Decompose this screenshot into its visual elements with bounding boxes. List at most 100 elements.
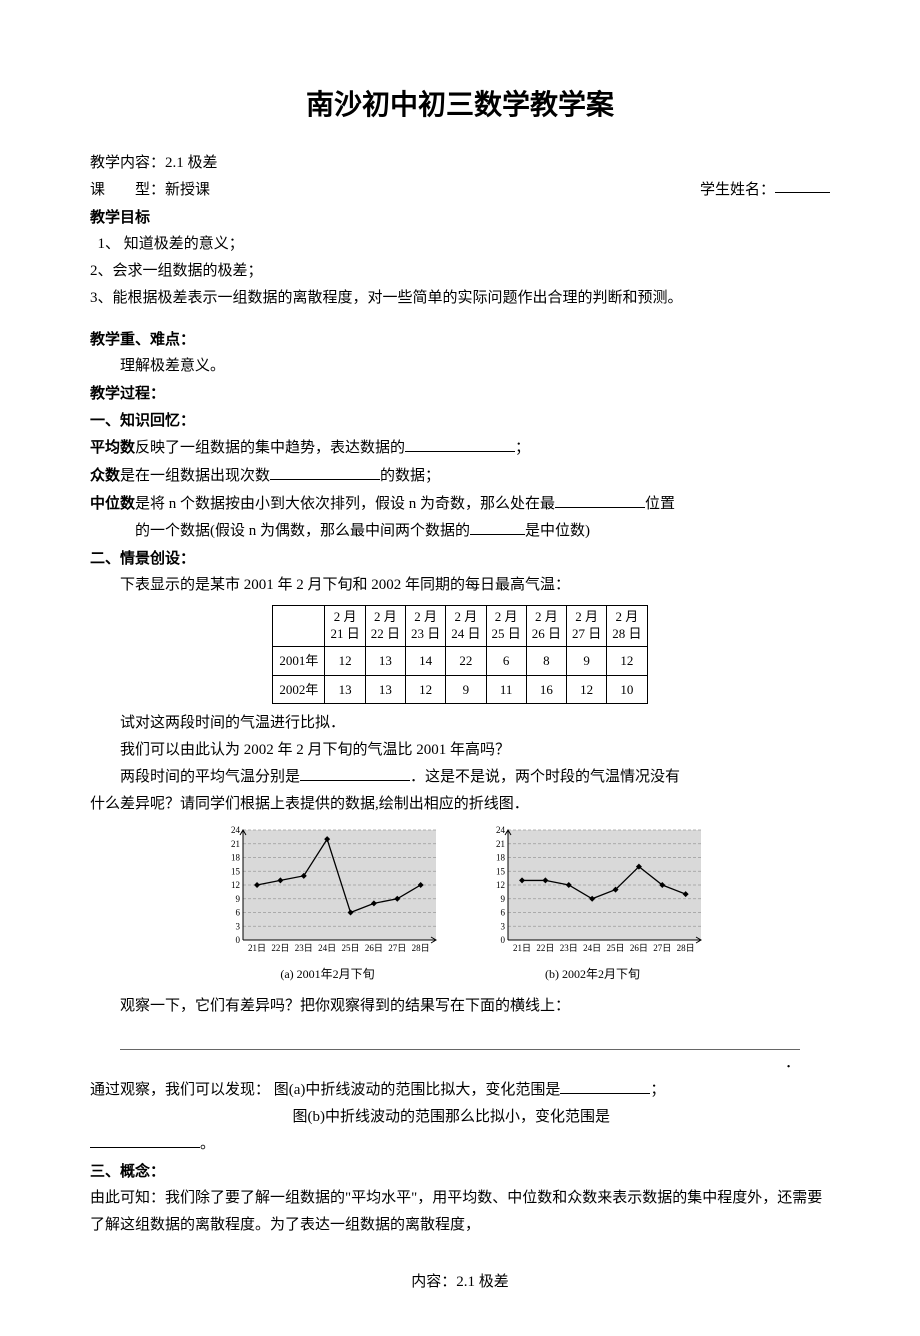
page-footer: 内容：2.1 极差 bbox=[90, 1269, 830, 1296]
svg-text:21日: 21日 bbox=[513, 943, 531, 953]
blank-range-b[interactable] bbox=[90, 1132, 200, 1148]
goals-heading: 教学目标 bbox=[90, 204, 830, 231]
svg-text:0: 0 bbox=[501, 935, 506, 945]
svg-text:22日: 22日 bbox=[536, 943, 554, 953]
sec1-line3: 中位数是将 n 个数据按由小到大依次排列，假设 n 为奇数，那么处在最 位置 bbox=[90, 490, 830, 518]
cell: 9 bbox=[446, 675, 486, 703]
sec3-heading: 三、概念： bbox=[90, 1158, 830, 1185]
obs-dot: ． bbox=[90, 1050, 830, 1077]
svg-text:3: 3 bbox=[236, 921, 241, 931]
sec1-l3c: 位置 bbox=[645, 496, 675, 512]
table-row: 2 月 21 日 2 月 22 日 2 月 23 日 2 月 24 日 2 月 … bbox=[273, 606, 647, 647]
svg-text:18: 18 bbox=[231, 852, 241, 862]
sec2-p7a: 通过观察，我们可以发现： 图(a)中折线波动的范围比拟大，变化范围是 bbox=[90, 1082, 560, 1098]
blank-mean[interactable] bbox=[405, 436, 515, 452]
cell: 11 bbox=[486, 675, 526, 703]
meta-content-line: 教学内容：2.1 极差 bbox=[90, 150, 830, 177]
svg-text:12: 12 bbox=[231, 880, 240, 890]
sec2-p3a: 两段时间的平均气温分别是 bbox=[120, 769, 300, 785]
svg-text:23日: 23日 bbox=[560, 943, 578, 953]
row-label: 2001年 bbox=[273, 647, 325, 675]
goal-1: 1、 知道极差的意义； bbox=[90, 231, 830, 258]
svg-text:24日: 24日 bbox=[318, 943, 336, 953]
sec2-p7b: ； bbox=[650, 1082, 665, 1098]
svg-text:15: 15 bbox=[231, 866, 241, 876]
blank-median-pos[interactable] bbox=[555, 492, 645, 508]
svg-text:28日: 28日 bbox=[677, 943, 695, 953]
svg-text:24: 24 bbox=[496, 826, 506, 835]
sec1-l2c: 的数据； bbox=[380, 468, 440, 484]
date-cell: 2 月 25 日 bbox=[486, 606, 526, 647]
chart-a-svg: 0369121518212421日22日23日24日25日26日27日28日 bbox=[215, 826, 440, 956]
temperature-table: 2 月 21 日 2 月 22 日 2 月 23 日 2 月 24 日 2 月 … bbox=[272, 605, 647, 704]
keypoint-text: 理解极差意义。 bbox=[90, 353, 830, 380]
svg-text:9: 9 bbox=[236, 894, 241, 904]
sec2-p2: 我们可以由此认为 2002 年 2 月下旬的气温比 2001 年高吗？ bbox=[90, 737, 830, 764]
type-value: 新授课 bbox=[165, 182, 210, 198]
sec1-line1: 平均数反映了一组数据的集中趋势，表达数据的； bbox=[90, 434, 830, 462]
keypoint-heading: 教学重、难点： bbox=[90, 326, 830, 353]
sec2-p3: 两段时间的平均气温分别是 ．这是不是说，两个时段的气温情况没有 bbox=[90, 764, 830, 791]
svg-text:22日: 22日 bbox=[271, 943, 289, 953]
svg-text:21: 21 bbox=[231, 839, 240, 849]
date-cell: 2 月 27 日 bbox=[567, 606, 607, 647]
svg-text:0: 0 bbox=[236, 935, 241, 945]
sec1-heading: 一、知识回忆： bbox=[90, 407, 830, 434]
date-cell: 2 月 23 日 bbox=[405, 606, 445, 647]
goal-3: 3、能根据极差表示一组数据的离散程度，对一些简单的实际问题作出合理的判断和预测。 bbox=[90, 285, 830, 312]
date-cell: 2 月 22 日 bbox=[365, 606, 405, 647]
cell: 22 bbox=[446, 647, 486, 675]
cell: 8 bbox=[526, 647, 566, 675]
sec2-p7: 通过观察，我们可以发现： 图(a)中折线波动的范围比拟大，变化范围是 ； bbox=[90, 1077, 830, 1104]
sec1-line2: 众数是在一组数据出现次数的数据； bbox=[90, 462, 830, 490]
svg-text:27日: 27日 bbox=[653, 943, 671, 953]
chart-a: 0369121518212421日22日23日24日25日26日27日28日 (… bbox=[215, 826, 440, 985]
svg-text:24日: 24日 bbox=[583, 943, 601, 953]
content-value: 2.1 极差 bbox=[165, 155, 218, 171]
cell: 12 bbox=[607, 647, 647, 675]
svg-text:27日: 27日 bbox=[388, 943, 406, 953]
svg-text:21日: 21日 bbox=[248, 943, 266, 953]
student-name-blank[interactable] bbox=[775, 177, 830, 193]
process-heading: 教学过程： bbox=[90, 380, 830, 407]
cell: 16 bbox=[526, 675, 566, 703]
blank-avg[interactable] bbox=[300, 765, 410, 781]
meta-type-line: 课 型：新授课 学生姓名： bbox=[90, 177, 830, 204]
chart-b-caption: (b) 2002年2月下旬 bbox=[480, 964, 705, 986]
blank-range-a[interactable] bbox=[560, 1078, 650, 1094]
chart-b: 0369121518212421日22日23日24日25日26日27日28日 (… bbox=[480, 826, 705, 985]
svg-text:24: 24 bbox=[231, 826, 241, 835]
type-label: 课 型： bbox=[90, 182, 165, 198]
svg-text:18: 18 bbox=[496, 852, 506, 862]
observation-blank-line[interactable] bbox=[120, 1026, 800, 1050]
blank-median-even[interactable] bbox=[470, 519, 525, 535]
sec2-p3b: ．这是不是说，两个时段的气温情况没有 bbox=[410, 769, 680, 785]
svg-text:23日: 23日 bbox=[295, 943, 313, 953]
svg-text:26日: 26日 bbox=[630, 943, 648, 953]
median-label: 中位数 bbox=[90, 495, 135, 512]
date-cell: 2 月 21 日 bbox=[325, 606, 365, 647]
cell: 12 bbox=[325, 647, 365, 675]
cell: 13 bbox=[365, 647, 405, 675]
svg-text:26日: 26日 bbox=[365, 943, 383, 953]
svg-text:28日: 28日 bbox=[412, 943, 430, 953]
svg-text:9: 9 bbox=[501, 894, 506, 904]
sec1-l2b: 是在一组数据出现次数 bbox=[120, 468, 270, 484]
table-row: 2001年 12 13 14 22 6 8 9 12 bbox=[273, 647, 647, 675]
table-corner bbox=[273, 606, 325, 647]
date-cell: 2 月 26 日 bbox=[526, 606, 566, 647]
student-label: 学生姓名： bbox=[700, 177, 775, 204]
chart-b-svg: 0369121518212421日22日23日24日25日26日27日28日 bbox=[480, 826, 705, 956]
svg-text:12: 12 bbox=[496, 880, 505, 890]
sec2-p4: 什么差异呢？请同学们根据上表提供的数据,绘制出相应的折线图． bbox=[90, 791, 830, 818]
sec2-p9: 。 bbox=[90, 1131, 830, 1158]
cell: 9 bbox=[567, 647, 607, 675]
sec2-p8: 图(b)中折线波动的范围那么比拟小，变化范围是 bbox=[90, 1104, 830, 1131]
sec1-l3b: 是将 n 个数据按由小到大依次排列，假设 n 为奇数，那么处在最 bbox=[135, 496, 555, 512]
svg-text:6: 6 bbox=[501, 907, 506, 917]
content-label: 教学内容： bbox=[90, 155, 165, 171]
svg-text:25日: 25日 bbox=[607, 943, 625, 953]
blank-mode[interactable] bbox=[270, 464, 380, 480]
sec2-p5: 观察一下，它们有差异吗？把你观察得到的结果写在下面的横线上： bbox=[90, 993, 830, 1020]
cell: 6 bbox=[486, 647, 526, 675]
